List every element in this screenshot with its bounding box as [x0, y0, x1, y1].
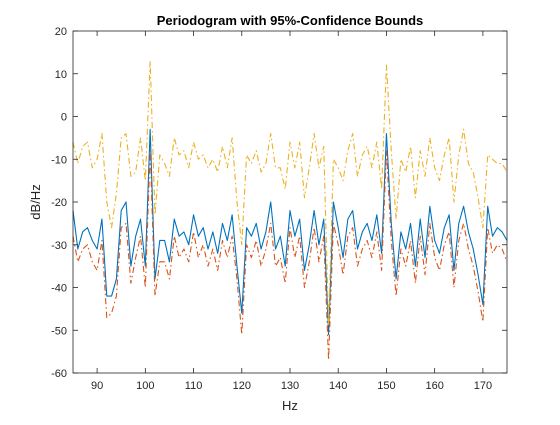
x-tick-label: 150: [377, 380, 395, 392]
x-axis-label: Hz: [282, 398, 298, 413]
y-tick-label: -40: [51, 283, 67, 295]
y-tick-label: -10: [51, 154, 67, 166]
y-tick-label: 20: [55, 26, 67, 38]
y-tick-label: -50: [51, 325, 67, 337]
y-tick-label: 0: [61, 112, 67, 124]
y-tick-label: 10: [55, 69, 67, 81]
y-axis-label: dB/Hz: [28, 184, 43, 219]
x-tick-label: 170: [474, 380, 492, 392]
plot-area: [73, 31, 507, 373]
x-tick-label: 130: [281, 380, 299, 392]
y-tick-label: -60: [51, 368, 67, 380]
x-tick-label: 100: [136, 380, 154, 392]
series-line-lower-bound: [72, 150, 508, 361]
x-tick-label: 120: [233, 380, 251, 392]
series-line-periodogram: [72, 128, 508, 336]
ticks-layer: 90 100 110 120 130 140 150 160 17020100-10-20-30…: [51, 26, 507, 392]
series-layer: [72, 60, 508, 361]
x-tick-label: 90: [91, 380, 103, 392]
x-tick-label: 110: [185, 380, 203, 392]
series-line-upper-bound: [72, 60, 508, 327]
x-tick-label: 160: [425, 380, 443, 392]
chart-title: Periodogram with 95%-Confidence Bounds: [157, 13, 424, 28]
y-tick-label: -20: [51, 197, 67, 209]
x-tick-label: 140: [329, 380, 347, 392]
y-tick-label: -30: [51, 240, 67, 252]
